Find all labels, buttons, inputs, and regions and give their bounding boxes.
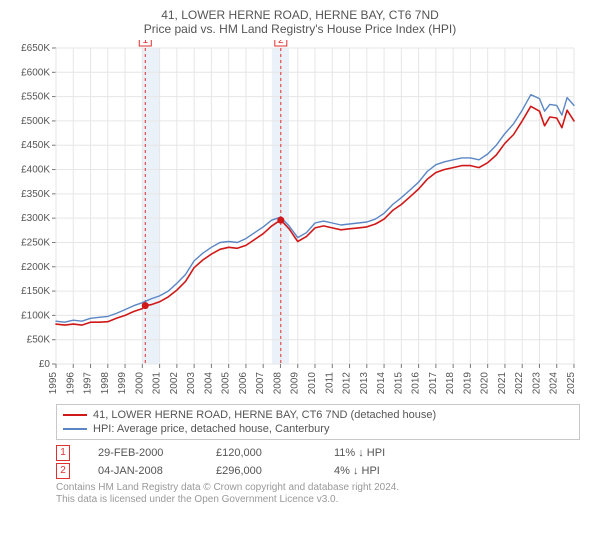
svg-text:£250K: £250K	[21, 237, 50, 248]
svg-text:2014: 2014	[376, 372, 387, 395]
svg-text:2021: 2021	[497, 372, 508, 395]
svg-text:2025: 2025	[566, 372, 577, 395]
svg-text:2005: 2005	[221, 372, 232, 395]
footer-line2: This data is licensed under the Open Gov…	[56, 494, 580, 506]
svg-text:2010: 2010	[307, 372, 318, 395]
svg-text:£150K: £150K	[21, 286, 50, 297]
svg-text:2009: 2009	[290, 372, 301, 395]
footer: Contains HM Land Registry data © Crown c…	[56, 482, 580, 506]
svg-text:2020: 2020	[480, 372, 491, 395]
svg-text:1999: 1999	[117, 372, 128, 395]
svg-text:1997: 1997	[83, 372, 94, 395]
svg-text:2024: 2024	[549, 372, 560, 395]
title-sub: Price paid vs. HM Land Registry's House …	[10, 22, 590, 36]
svg-text:£450K: £450K	[21, 140, 50, 151]
event-price: £296,000	[216, 462, 306, 480]
svg-text:2018: 2018	[445, 372, 456, 395]
price-chart: £0 £50K £100K £150K £200K £250K £300K £350K £400…	[10, 40, 586, 400]
svg-text:£200K: £200K	[21, 262, 50, 273]
svg-text:1996: 1996	[65, 372, 76, 395]
svg-text:2017: 2017	[428, 372, 439, 395]
event-marker-box: 1	[56, 445, 70, 461]
legend-item: HPI: Average price, detached house, Cant…	[63, 422, 573, 436]
svg-text:2: 2	[278, 40, 284, 46]
svg-text:£600K: £600K	[21, 67, 50, 78]
event-table: 1 29-FEB-2000 £120,000 11% ↓ HPI 2 04-JAN-200…	[56, 444, 580, 480]
svg-text:£300K: £300K	[21, 213, 50, 224]
event-marker-box: 2	[56, 463, 70, 479]
svg-text:£100K: £100K	[21, 310, 50, 321]
event-row: 1 29-FEB-2000 £120,000 11% ↓ HPI	[56, 444, 580, 462]
svg-text:£500K: £500K	[21, 116, 50, 127]
svg-text:2001: 2001	[152, 372, 163, 395]
svg-text:£50K: £50K	[27, 335, 51, 346]
svg-text:2015: 2015	[393, 372, 404, 395]
svg-text:1: 1	[142, 40, 148, 46]
svg-text:2008: 2008	[272, 372, 283, 395]
svg-text:2023: 2023	[531, 372, 542, 395]
svg-text:£350K: £350K	[21, 189, 50, 200]
svg-text:2003: 2003	[186, 372, 197, 395]
legend-label: HPI: Average price, detached house, Cant…	[93, 422, 329, 436]
event-price: £120,000	[216, 444, 306, 462]
svg-text:2022: 2022	[514, 372, 525, 395]
svg-text:£0: £0	[39, 359, 51, 370]
legend-swatch	[63, 414, 87, 416]
svg-text:2006: 2006	[238, 372, 249, 395]
title-address: 41, LOWER HERNE ROAD, HERNE BAY, CT6 7ND	[10, 8, 590, 22]
svg-text:£400K: £400K	[21, 165, 50, 176]
legend: 41, LOWER HERNE ROAD, HERNE BAY, CT6 7ND…	[56, 404, 580, 440]
event-delta: 11% ↓ HPI	[334, 444, 424, 462]
svg-text:£650K: £650K	[21, 43, 50, 54]
svg-text:2004: 2004	[203, 372, 214, 395]
svg-text:2002: 2002	[169, 372, 180, 395]
event-date: 04-JAN-2008	[98, 462, 188, 480]
legend-item: 41, LOWER HERNE ROAD, HERNE BAY, CT6 7ND…	[63, 408, 573, 422]
chart-titles: 41, LOWER HERNE ROAD, HERNE BAY, CT6 7ND…	[10, 8, 590, 36]
svg-text:£550K: £550K	[21, 92, 50, 103]
svg-text:2000: 2000	[134, 372, 145, 395]
svg-text:1995: 1995	[48, 372, 59, 395]
legend-label: 41, LOWER HERNE ROAD, HERNE BAY, CT6 7ND…	[93, 408, 436, 422]
legend-swatch	[63, 428, 87, 430]
svg-text:2012: 2012	[342, 372, 353, 395]
footer-line1: Contains HM Land Registry data © Crown c…	[56, 482, 580, 494]
svg-text:2019: 2019	[462, 372, 473, 395]
event-delta: 4% ↓ HPI	[334, 462, 424, 480]
event-date: 29-FEB-2000	[98, 444, 188, 462]
event-row: 2 04-JAN-2008 £296,000 4% ↓ HPI	[56, 462, 580, 480]
svg-text:2016: 2016	[411, 372, 422, 395]
svg-text:2013: 2013	[359, 372, 370, 395]
svg-text:2007: 2007	[255, 372, 266, 395]
svg-text:2011: 2011	[324, 372, 335, 394]
svg-text:1998: 1998	[100, 372, 111, 395]
